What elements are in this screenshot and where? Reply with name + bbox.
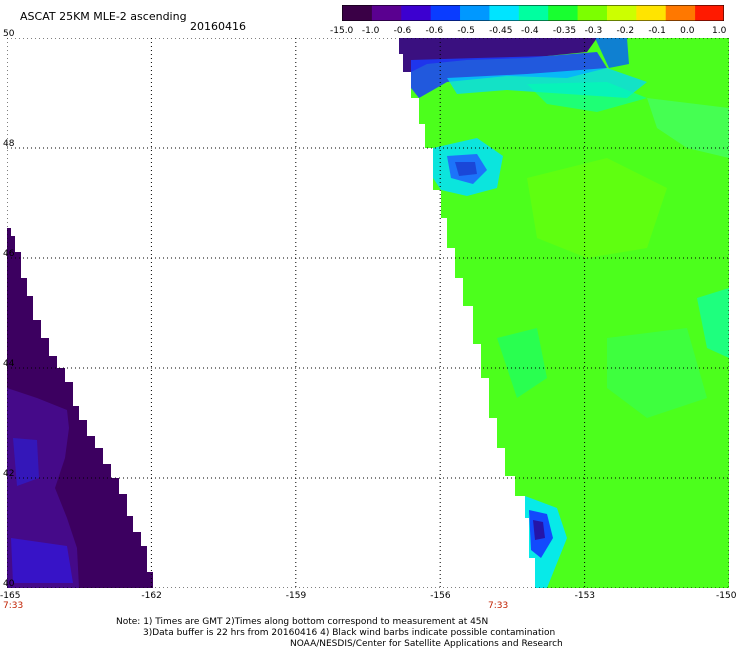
- map-gridlines: [7, 38, 729, 588]
- colorbar-segment: [488, 5, 519, 21]
- note-line-2: 3)Data buffer is 22 hrs from 20160416 4)…: [143, 628, 556, 638]
- colorbar-segment: [547, 5, 578, 21]
- colorbar-segment: [371, 5, 402, 21]
- colorbar-segment: [518, 5, 549, 21]
- colorbar-tick-label: -15.0: [330, 26, 354, 36]
- colorbar-tick-label: -0.35: [552, 26, 577, 36]
- note-line-3: NOAA/NESDIS/Center for Satellite Applica…: [290, 639, 563, 649]
- map-plot: [7, 38, 729, 588]
- longitude-tick-label: -162: [141, 591, 162, 601]
- colorbar-tick-label: -0.3: [584, 26, 603, 36]
- longitude-tick-label: -156: [430, 591, 451, 601]
- colorbar: [342, 5, 724, 21]
- colorbar-tick-label: -0.2: [616, 26, 635, 36]
- colorbar-tick-label: 1.0: [712, 26, 727, 36]
- time-label: 7:33: [488, 601, 509, 611]
- colorbar-segment: [459, 5, 490, 21]
- colorbar-tick-label: -0.6: [425, 26, 444, 36]
- colorbar-segment: [342, 5, 372, 21]
- latitude-tick-label: 44: [3, 359, 15, 369]
- product-date: 20160416: [190, 20, 246, 33]
- product-title: ASCAT 25KM MLE-2 ascending: [20, 10, 187, 23]
- colorbar-tick-label: -0.1: [648, 26, 666, 36]
- note-line-1: Note: 1) Times are GMT 2)Times along bot…: [116, 617, 489, 627]
- latitude-tick-label: 50: [3, 29, 15, 39]
- colorbar-segment: [665, 5, 696, 21]
- colorbar-segment: [577, 5, 607, 21]
- colorbar-tick-label: 0.0: [680, 26, 695, 36]
- latitude-tick-label: 40: [3, 579, 15, 589]
- time-label: 7:33: [3, 601, 24, 611]
- colorbar-tick-label: -0.5: [457, 26, 475, 36]
- colorbar-tick-label: -0.45: [489, 26, 513, 36]
- latitude-tick-label: 48: [3, 139, 15, 149]
- longitude-tick-label: -150: [716, 591, 737, 601]
- colorbar-segment: [606, 5, 637, 21]
- east-swath: [399, 38, 729, 588]
- longitude-tick-label: -165: [0, 591, 21, 601]
- colorbar-segment: [430, 5, 461, 21]
- colorbar-tick-label: -0.6: [393, 26, 412, 36]
- colorbar-segment: [635, 5, 666, 21]
- colorbar-tick-label: -1.0: [361, 26, 380, 36]
- latitude-tick-label: 46: [3, 249, 15, 259]
- colorbar-tick-label: -0.4: [521, 26, 539, 36]
- west-swath: [7, 228, 153, 588]
- longitude-tick-label: -159: [285, 591, 307, 601]
- colorbar-segment: [400, 5, 431, 21]
- latitude-tick-label: 42: [3, 469, 15, 479]
- colorbar-segment: [694, 5, 724, 21]
- longitude-tick-label: -153: [574, 591, 596, 601]
